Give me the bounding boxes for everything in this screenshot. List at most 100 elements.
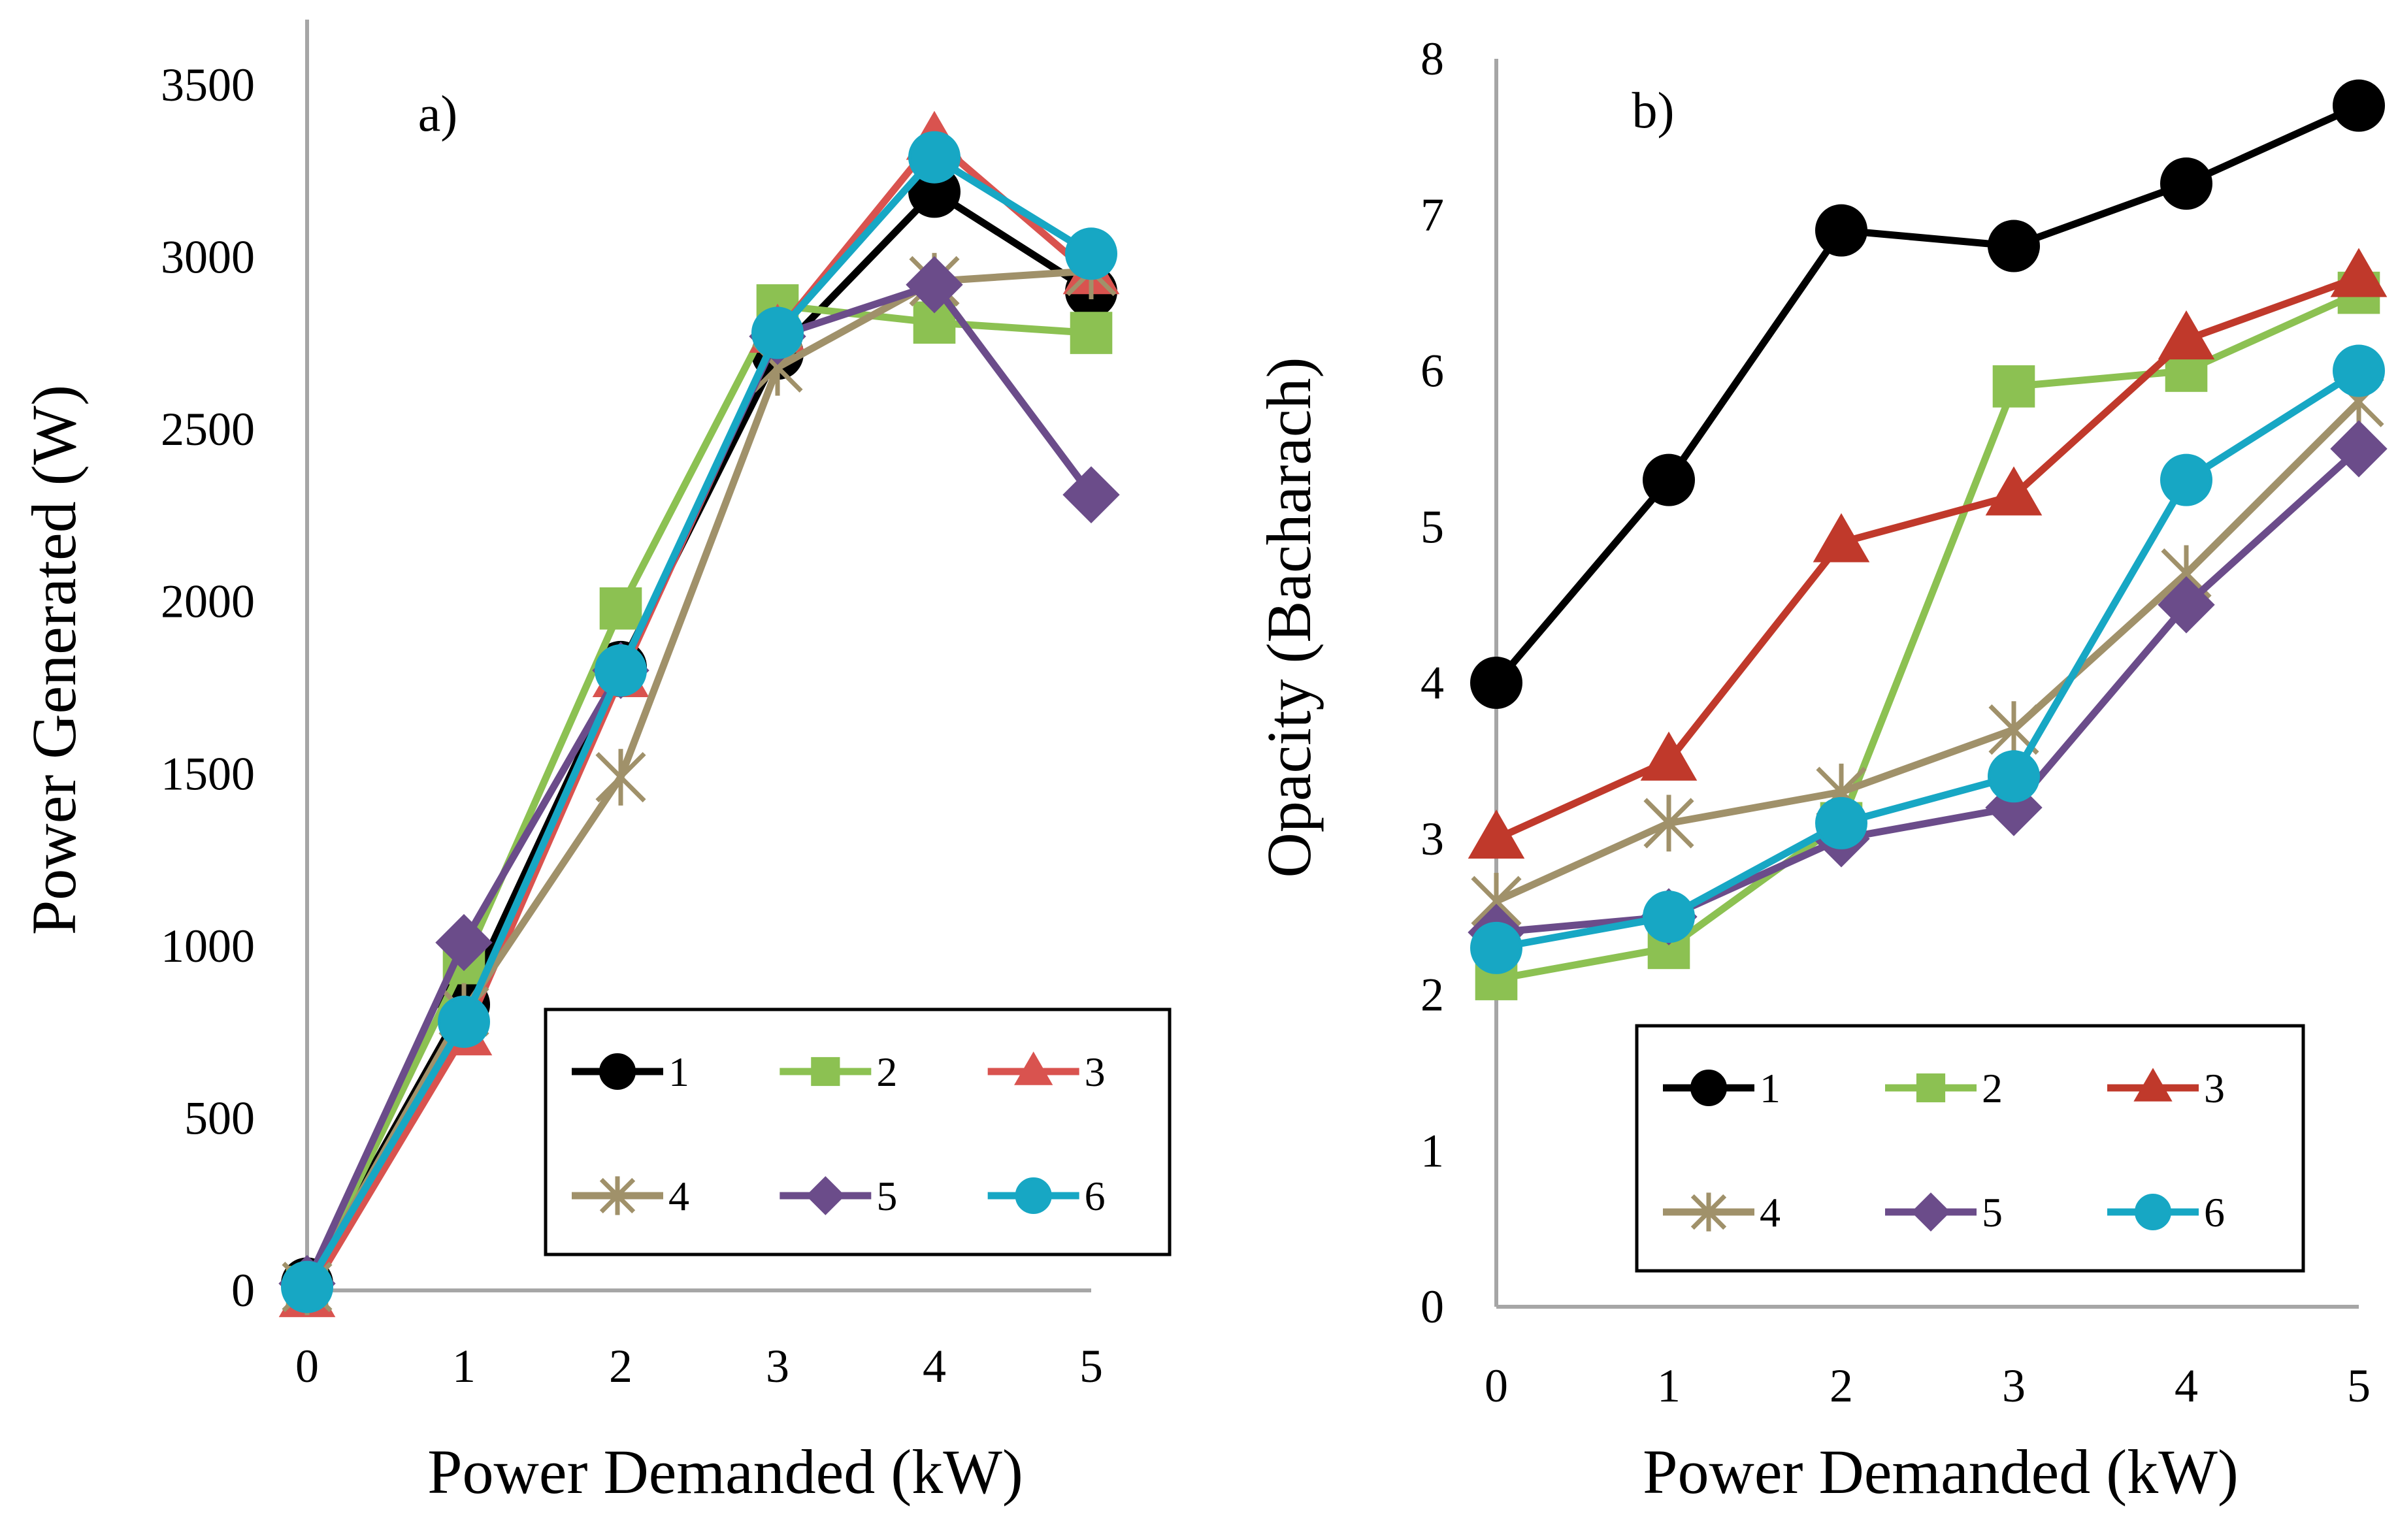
x-axis-title: Power Demanded (kW) — [427, 1437, 1023, 1507]
data-point — [1065, 227, 1117, 280]
legend-label: 3 — [2204, 1065, 2225, 1111]
legend-label: 2 — [876, 1049, 897, 1095]
data-point — [281, 1260, 333, 1313]
series-1 — [1470, 79, 2385, 709]
data-point — [2330, 248, 2388, 297]
panel-label: b) — [1632, 82, 1675, 139]
legend-swatch-marker — [2135, 1194, 2171, 1230]
legend-label: 6 — [2204, 1189, 2225, 1236]
series-3 — [1468, 248, 2388, 859]
legend-label: 5 — [876, 1173, 897, 1219]
y-tick-label: 2 — [1421, 969, 1444, 1021]
x-tick-label: 1 — [1657, 1360, 1681, 1412]
legend: 1 2 3 4 5 6 — [544, 1008, 1172, 1256]
data-point — [438, 995, 490, 1048]
x-tick-label: 5 — [1079, 1340, 1103, 1392]
data-point — [1643, 795, 1694, 852]
legend-box — [544, 1008, 1172, 1256]
data-point — [906, 256, 963, 314]
series-line — [303, 154, 1095, 1291]
panel-a-chart: 0 1 2 3 4 5 0 500 1000 1500 2000 2500 3000 3500 Power … — [19, 20, 1172, 1507]
x-tick-label: 1 — [452, 1340, 476, 1392]
legend-entry: 5 — [780, 1173, 897, 1219]
series-4 — [1471, 373, 2384, 930]
data-point — [1988, 750, 2040, 803]
x-tick-label: 2 — [609, 1340, 632, 1392]
legend-entry: 2 — [1885, 1065, 2003, 1111]
x-tick-label: 4 — [2175, 1360, 2198, 1412]
x-tick-label: 3 — [2002, 1360, 2026, 1412]
legend-swatch-marker — [599, 1053, 636, 1090]
data-point — [435, 913, 493, 972]
series-5 — [1468, 420, 2388, 961]
y-tick-label: 1 — [1421, 1124, 1444, 1177]
data-point — [599, 587, 642, 630]
legend-entry: 4 — [1663, 1189, 1781, 1236]
legend-box — [1635, 1024, 2305, 1273]
y-tick-label: 0 — [231, 1264, 255, 1317]
data-point — [2158, 576, 2215, 634]
x-tick-label: 2 — [1830, 1360, 1853, 1412]
series-line — [303, 267, 1095, 1291]
data-point — [1640, 731, 1698, 781]
legend-entry: 3 — [987, 1049, 1106, 1095]
data-point — [2160, 157, 2212, 210]
series-6 — [281, 131, 1117, 1313]
legend-label: 4 — [668, 1173, 689, 1219]
data-point — [1992, 365, 2035, 408]
y-axis-title: Opacity (Bacharach) — [1254, 357, 1324, 878]
legend-entry: 6 — [987, 1173, 1106, 1219]
x-tick-label: 0 — [295, 1340, 319, 1392]
data-point — [1988, 220, 2040, 272]
series-line — [1492, 367, 2363, 952]
legend-entry: 4 — [572, 1173, 689, 1219]
y-tick-label: 3 — [1421, 813, 1444, 865]
data-point — [2160, 453, 2212, 506]
data-point — [1643, 891, 1695, 943]
legend-swatch-marker — [1014, 1051, 1053, 1085]
data-point — [1470, 921, 1522, 974]
y-tick-label: 8 — [1421, 33, 1444, 85]
legend-swatch-marker — [2133, 1068, 2173, 1102]
series-line — [1492, 289, 2363, 983]
legend-label: 6 — [1085, 1173, 1106, 1219]
legend-swatch-marker — [1916, 1073, 1946, 1103]
legend-label: 3 — [1085, 1049, 1106, 1095]
data-point — [595, 749, 646, 806]
y-tick-label: 1500 — [161, 747, 255, 800]
data-point — [1985, 466, 2043, 516]
x-tick-label: 3 — [766, 1340, 789, 1392]
x-axis-title: Power Demanded (kW) — [1643, 1437, 2239, 1507]
y-tick-label: 3500 — [161, 59, 255, 111]
legend-entry: 1 — [572, 1049, 689, 1095]
data-point — [1813, 513, 1870, 563]
data-point — [1468, 809, 1525, 859]
legend-entry: 2 — [780, 1049, 897, 1095]
series-line — [1492, 273, 2363, 843]
legend-label: 4 — [1760, 1189, 1781, 1236]
y-tick-label: 2500 — [161, 403, 255, 455]
x-tick-label: 5 — [2347, 1360, 2371, 1412]
legend-entry: 6 — [2107, 1189, 2225, 1236]
y-tick-label: 0 — [1421, 1281, 1444, 1333]
series-line — [1492, 398, 2363, 905]
legend-label: 5 — [1982, 1189, 2003, 1236]
y-tick-label: 500 — [184, 1092, 255, 1144]
series-6 — [1470, 344, 2385, 974]
legend-swatch-marker — [806, 1176, 846, 1215]
legend-swatch-marker — [1690, 1192, 1727, 1232]
data-point — [1643, 453, 1695, 506]
series-2 — [1475, 271, 2380, 1000]
data-point — [2333, 344, 2385, 397]
x-tick-label: 0 — [1485, 1360, 1508, 1412]
legend-entry: 1 — [1663, 1065, 1781, 1111]
y-tick-label: 3000 — [161, 231, 255, 284]
data-point — [2330, 420, 2388, 478]
data-point — [595, 644, 647, 697]
y-tick-label: 7 — [1421, 189, 1444, 241]
data-point — [2158, 310, 2215, 360]
legend-entry: 3 — [2107, 1065, 2225, 1111]
legend-label: 1 — [1760, 1065, 1781, 1111]
y-tick-label: 2000 — [161, 576, 255, 628]
data-point — [1815, 796, 1867, 849]
